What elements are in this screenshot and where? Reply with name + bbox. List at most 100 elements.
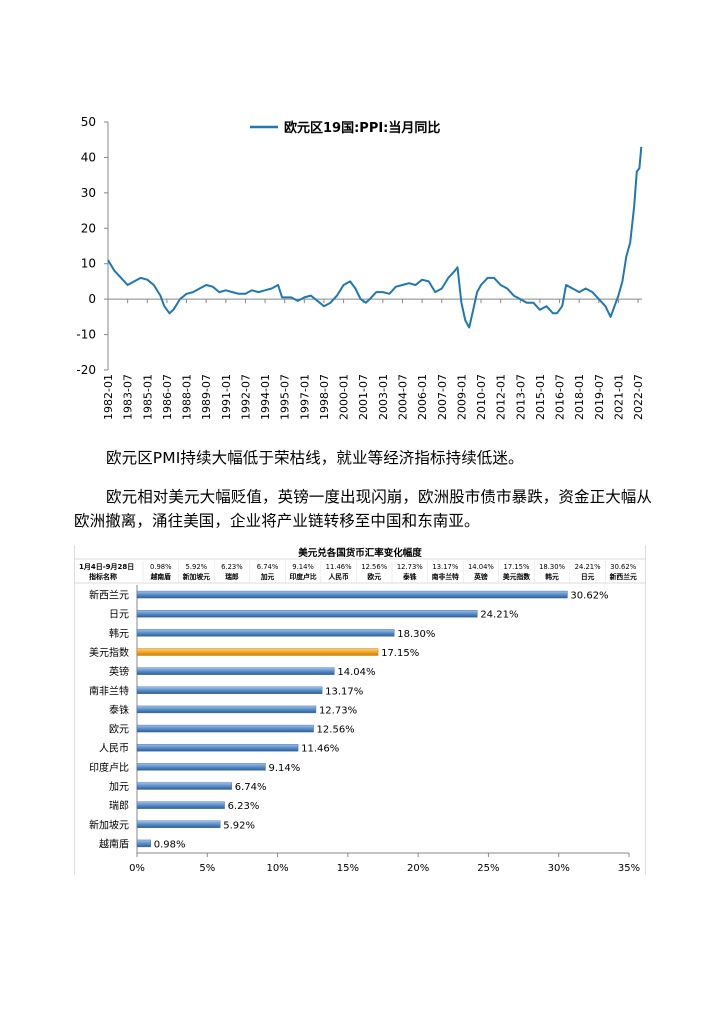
header-pct: 6.23%	[221, 563, 243, 571]
category-label: 南非兰特	[89, 684, 129, 697]
x-tick-label: 20%	[407, 863, 429, 874]
bar-value-label: 11.46%	[301, 744, 339, 755]
header-pct: 9.14%	[292, 563, 314, 571]
x-tick-label: 2010-07	[475, 374, 488, 420]
bar-value-label: 6.74%	[235, 782, 267, 793]
bar	[136, 782, 232, 790]
ppi-line-chart: -20 -10 0 10 20 30 40 50 1982-01 1983-07 1985-01 19…	[76, 115, 645, 420]
x-tick-label: 5%	[199, 863, 215, 874]
bar	[136, 590, 568, 599]
y-tick-label: -10	[76, 328, 96, 342]
category-label: 日元	[109, 610, 129, 621]
x-tick-label: 2021-01	[612, 374, 625, 420]
header-name: 美元指数	[503, 572, 530, 581]
header-pct: 0.98%	[150, 563, 172, 571]
header-pct: 14.04%	[468, 563, 494, 571]
bar	[136, 648, 379, 656]
x-tick-label: 2007-07	[436, 374, 449, 420]
x-tick-label: 2013-07	[514, 374, 527, 420]
header-pct: 13.17%	[432, 563, 458, 571]
header-name: 越南盾	[150, 572, 172, 581]
header-label-bottom: 指标名称	[89, 572, 117, 581]
legend-label: 欧元区19国:PPI:当月同比	[284, 120, 440, 136]
y-tick-label: 20	[81, 221, 96, 235]
bar	[136, 629, 395, 637]
x-tick-label: 2018-01	[573, 374, 586, 420]
category-label: 泰铢	[109, 703, 129, 716]
paragraph-pmi: 欧元区PMI持续大幅低于荣枯线，就业等经济指标持续低迷。	[106, 449, 524, 467]
bar-value-label: 6.23%	[228, 801, 260, 812]
x-tick-label: 1988-01	[181, 374, 194, 420]
x-tick-label: 35%	[618, 863, 640, 874]
bar-value-label: 30.62%	[570, 591, 608, 602]
category-label: 瑞郎	[109, 799, 129, 812]
y-tick-label: 40	[81, 150, 96, 164]
header-name: 人民币	[328, 572, 349, 581]
header-pct: 12.56%	[361, 563, 387, 571]
x-tick-label: 2012-01	[495, 374, 508, 420]
bar-value-label: 13.17%	[325, 686, 363, 697]
header-name: 南非兰特	[432, 572, 459, 581]
category-label: 加元	[109, 781, 129, 793]
bar	[136, 801, 225, 809]
category-label: 印度卢比	[89, 761, 129, 774]
bar-value-label: 17.15%	[381, 648, 419, 659]
x-tick-label: 15%	[337, 863, 359, 874]
category-label: 新加坡元	[89, 818, 129, 831]
bar-value-label: 5.92%	[223, 820, 255, 831]
bar	[136, 724, 314, 733]
category-label: 新西兰元	[89, 589, 129, 602]
header-name: 印度卢比	[289, 572, 316, 581]
header-name: 日元	[581, 573, 595, 581]
x-tick-label: 1989-07	[200, 374, 213, 420]
header-name: 泰铢	[402, 572, 417, 581]
header-label-top: 1月4日-9月28日	[79, 563, 134, 571]
x-tick-label: 1998-07	[318, 374, 331, 420]
bar-value-label: 12.56%	[317, 725, 355, 736]
paragraph-euro: 欧元相对美元大幅贬值，英镑一度出现闪崩，欧洲股市债市暴跌，资金正大幅从欧洲撤离，…	[74, 488, 653, 530]
y-tick-label: 0	[88, 292, 96, 306]
bar	[136, 763, 266, 771]
bar	[136, 667, 335, 675]
y-tick-label: 50	[81, 115, 96, 129]
x-tick-label: 10%	[266, 863, 288, 874]
category-label: 人民币	[99, 743, 129, 755]
x-tick-label: 1991-01	[220, 374, 233, 420]
header-name: 加元	[260, 572, 275, 581]
x-tick-label: 2000-01	[338, 374, 351, 420]
header-pct: 17.15%	[504, 563, 530, 571]
bar-value-label: 12.73%	[319, 705, 357, 716]
header-name: 瑞郎	[225, 572, 239, 581]
header-pct: 18.30%	[539, 563, 565, 571]
bar	[136, 610, 478, 618]
fx-bar-chart: 美元兑各国货币汇率变化幅度1月4日-9月28日指标名称0.98%越南盾5.92%…	[75, 547, 645, 874]
category-label: 越南盾	[99, 837, 129, 850]
y-tick-label: 30	[81, 186, 96, 200]
x-tick-label: 2019-07	[593, 374, 606, 420]
y-tick-label: 10	[81, 257, 96, 271]
header-pct: 30.62%	[610, 563, 636, 571]
bar-value-label: 24.21%	[480, 610, 518, 621]
category-label: 韩元	[109, 627, 129, 640]
header-name: 欧元	[367, 572, 381, 581]
x-tick-label: 0%	[129, 863, 145, 874]
x-tick-label: 1995-07	[279, 374, 292, 420]
x-tick-label: 2015-01	[534, 374, 547, 420]
bar-value-label: 14.04%	[337, 667, 375, 678]
x-tick-label: 1986-07	[161, 374, 174, 420]
x-tick-label: 25%	[477, 863, 499, 874]
bar	[136, 744, 299, 752]
x-tick-label: 30%	[548, 863, 570, 874]
bar-value-label: 0.98%	[154, 839, 186, 850]
y-tick-label: -20	[76, 363, 96, 377]
header-name: 韩元	[545, 572, 559, 581]
header-pct: 6.74%	[257, 563, 279, 571]
category-label: 欧元	[109, 724, 129, 736]
header-pct: 5.92%	[186, 563, 208, 571]
x-tick-label: 2003-01	[377, 374, 390, 420]
x-tick-label: 2016-07	[554, 374, 567, 420]
ppi-series-line	[107, 146, 643, 329]
fx-chart-title: 美元兑各国货币汇率变化幅度	[297, 547, 422, 559]
header-pct: 24.21%	[575, 563, 601, 571]
x-tick-label: 2009-01	[455, 374, 468, 420]
